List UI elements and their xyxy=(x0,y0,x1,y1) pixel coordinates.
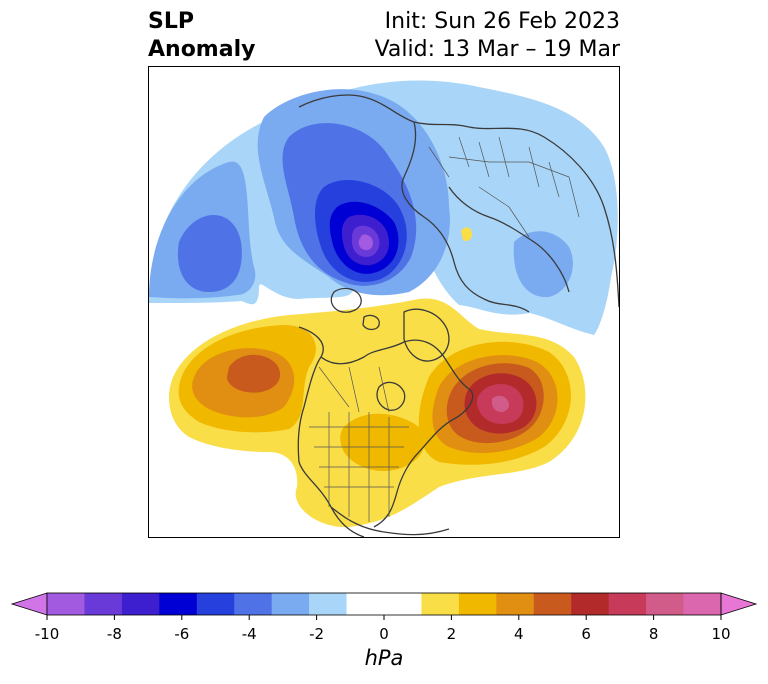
colorbar-cell xyxy=(121,593,160,615)
colorbar-cell xyxy=(271,593,310,615)
colorbar-cell xyxy=(47,593,85,615)
north-america-coast xyxy=(297,326,474,537)
colorbar-tick-label: 4 xyxy=(514,625,524,643)
colorbar-tick-label: 10 xyxy=(711,625,731,643)
positive-anomaly-level-4 xyxy=(227,354,281,393)
colorbar-cells xyxy=(10,592,758,616)
title-line-2: Anomaly xyxy=(148,37,256,62)
colorbar-cell xyxy=(496,593,535,615)
greenland xyxy=(403,308,450,362)
coastlines xyxy=(297,94,619,537)
colorbar-cell xyxy=(458,593,497,615)
colorbar-cell xyxy=(234,593,273,615)
positive-anomaly-fill xyxy=(169,227,586,528)
positive-anomaly-level-7 xyxy=(491,395,510,412)
canada-province-borders xyxy=(318,366,390,413)
central-america-coast xyxy=(330,506,450,536)
arctic-islands xyxy=(330,287,380,331)
colorbar-extend-max xyxy=(720,592,758,616)
eurasia-coast xyxy=(298,94,619,313)
colorbar-cell xyxy=(84,593,123,615)
init-date: Init: Sun 26 Feb 2023 xyxy=(384,9,620,34)
colorbar-cell xyxy=(196,593,235,615)
colorbar-cell xyxy=(309,593,348,615)
valid-range: Valid: 13 Mar – 19 Mar xyxy=(374,37,620,62)
colorbar-tick-label: -8 xyxy=(106,625,122,643)
negative-anomaly-fill xyxy=(149,80,618,336)
us-state-borders xyxy=(309,412,409,522)
negative-anomaly-level-8 xyxy=(358,234,373,251)
colorbar-ticks xyxy=(46,615,722,620)
colorbar-extend-min xyxy=(10,592,48,616)
map-panel xyxy=(148,66,620,538)
colorbar-tick-label: -10 xyxy=(34,625,60,643)
colorbar-tick-label: -4 xyxy=(241,625,257,643)
colorbar-cell xyxy=(384,593,422,615)
colorbar-cell xyxy=(421,593,460,615)
colorbar-tick-label: -6 xyxy=(174,625,190,643)
political-borders xyxy=(309,136,580,522)
negative-anomaly-level-3 xyxy=(177,214,242,292)
map-title: SLP Anomaly xyxy=(148,8,255,64)
negative-anomaly-level-2c xyxy=(513,231,573,298)
europe-coast xyxy=(448,186,570,293)
colorbar-cell xyxy=(683,593,722,615)
colorbar-tick-label: 2 xyxy=(446,625,457,643)
positive-anomaly-level-2c xyxy=(340,413,425,472)
colorbar-cell xyxy=(608,593,647,615)
date-info: Init: Sun 26 Feb 2023 Valid: 13 Mar – 19… xyxy=(375,8,620,64)
colorbar-cell xyxy=(646,593,685,615)
colorbar-unit-label: hPa xyxy=(364,646,404,670)
colorbar-tick-label: 6 xyxy=(581,625,591,643)
colorbar-cell xyxy=(346,593,385,615)
slp-anomaly-map xyxy=(149,80,619,537)
title-line-1: SLP xyxy=(148,9,194,34)
colorbar-tick-label: 0 xyxy=(379,625,389,643)
hudson-bay xyxy=(376,381,406,411)
colorbar-tick-label: -2 xyxy=(309,625,325,643)
colorbar-cell xyxy=(533,593,572,615)
eurasia-borders xyxy=(428,136,580,238)
colorbar-cell xyxy=(159,593,198,615)
colorbar-tick-label: 8 xyxy=(648,625,659,643)
colorbar xyxy=(10,592,758,620)
positive-anomaly-small-yellow xyxy=(461,227,473,242)
colorbar-cell xyxy=(571,593,610,615)
